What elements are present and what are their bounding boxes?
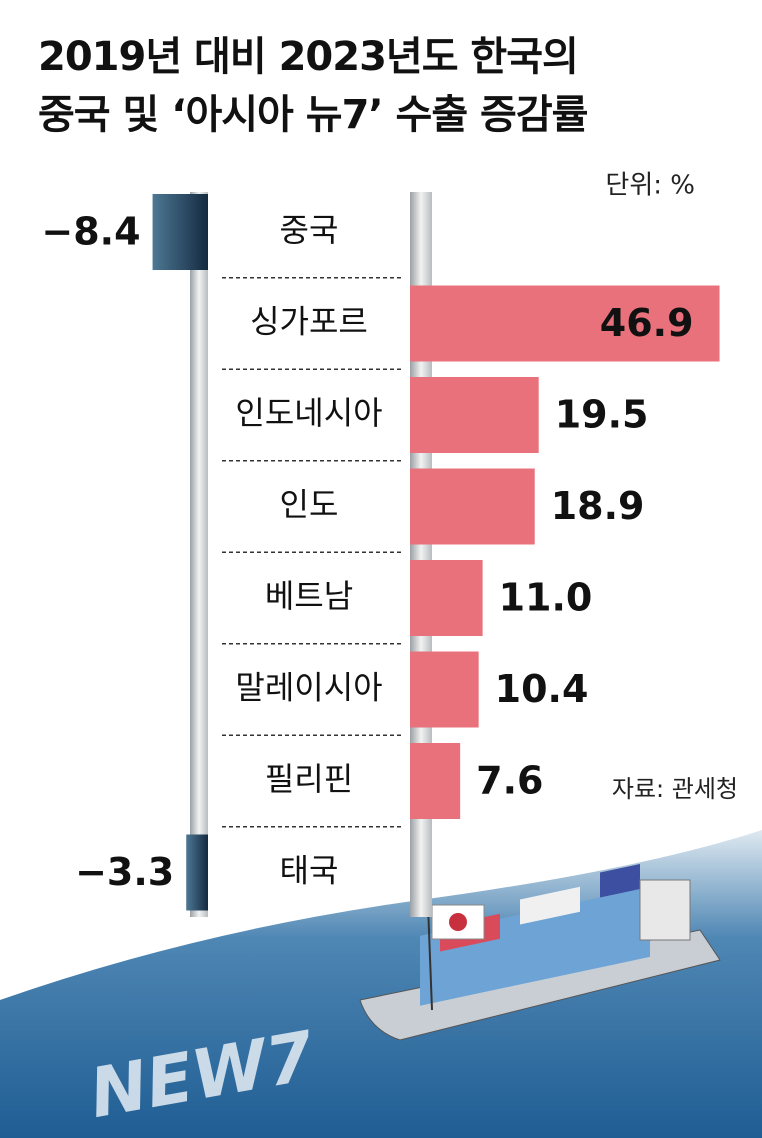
bar [410,468,535,545]
ship [359,863,721,1041]
chart-title: 2019년 대비 2023년도 한국의 중국 및 ‘아시아 뉴7’ 수출 증감률 [38,34,588,138]
category-label: 인도 [280,486,339,524]
value-label: 10.4 [495,667,589,711]
category-label: 태국 [280,852,339,890]
bar [410,377,539,453]
category-label: 베트남 [265,577,353,615]
category-label: 말레이시아 [235,669,382,707]
bar [410,285,720,362]
category-label: 필리핀 [265,760,353,798]
value-label: 18.9 [551,484,645,528]
value-label: −8.4 [41,210,140,254]
bar [186,834,208,911]
axis-pillar [190,192,208,917]
value-label: −3.3 [75,850,174,894]
category-label: 인도네시아 [235,394,382,432]
value-label: 7.6 [476,759,543,803]
category-label: 싱가포르 [250,303,368,341]
bar [410,743,461,819]
unit-label: 단위: % [605,171,695,201]
value-label: 19.5 [555,393,649,437]
source-label: 자료: 관세청 [612,775,738,803]
value-label: 46.9 [600,301,694,345]
value-label: 11.0 [499,576,593,620]
axis-pillar [410,192,432,917]
bar [152,194,208,270]
category-label: 중국 [280,211,339,249]
bar [410,560,483,636]
bar [410,651,479,728]
